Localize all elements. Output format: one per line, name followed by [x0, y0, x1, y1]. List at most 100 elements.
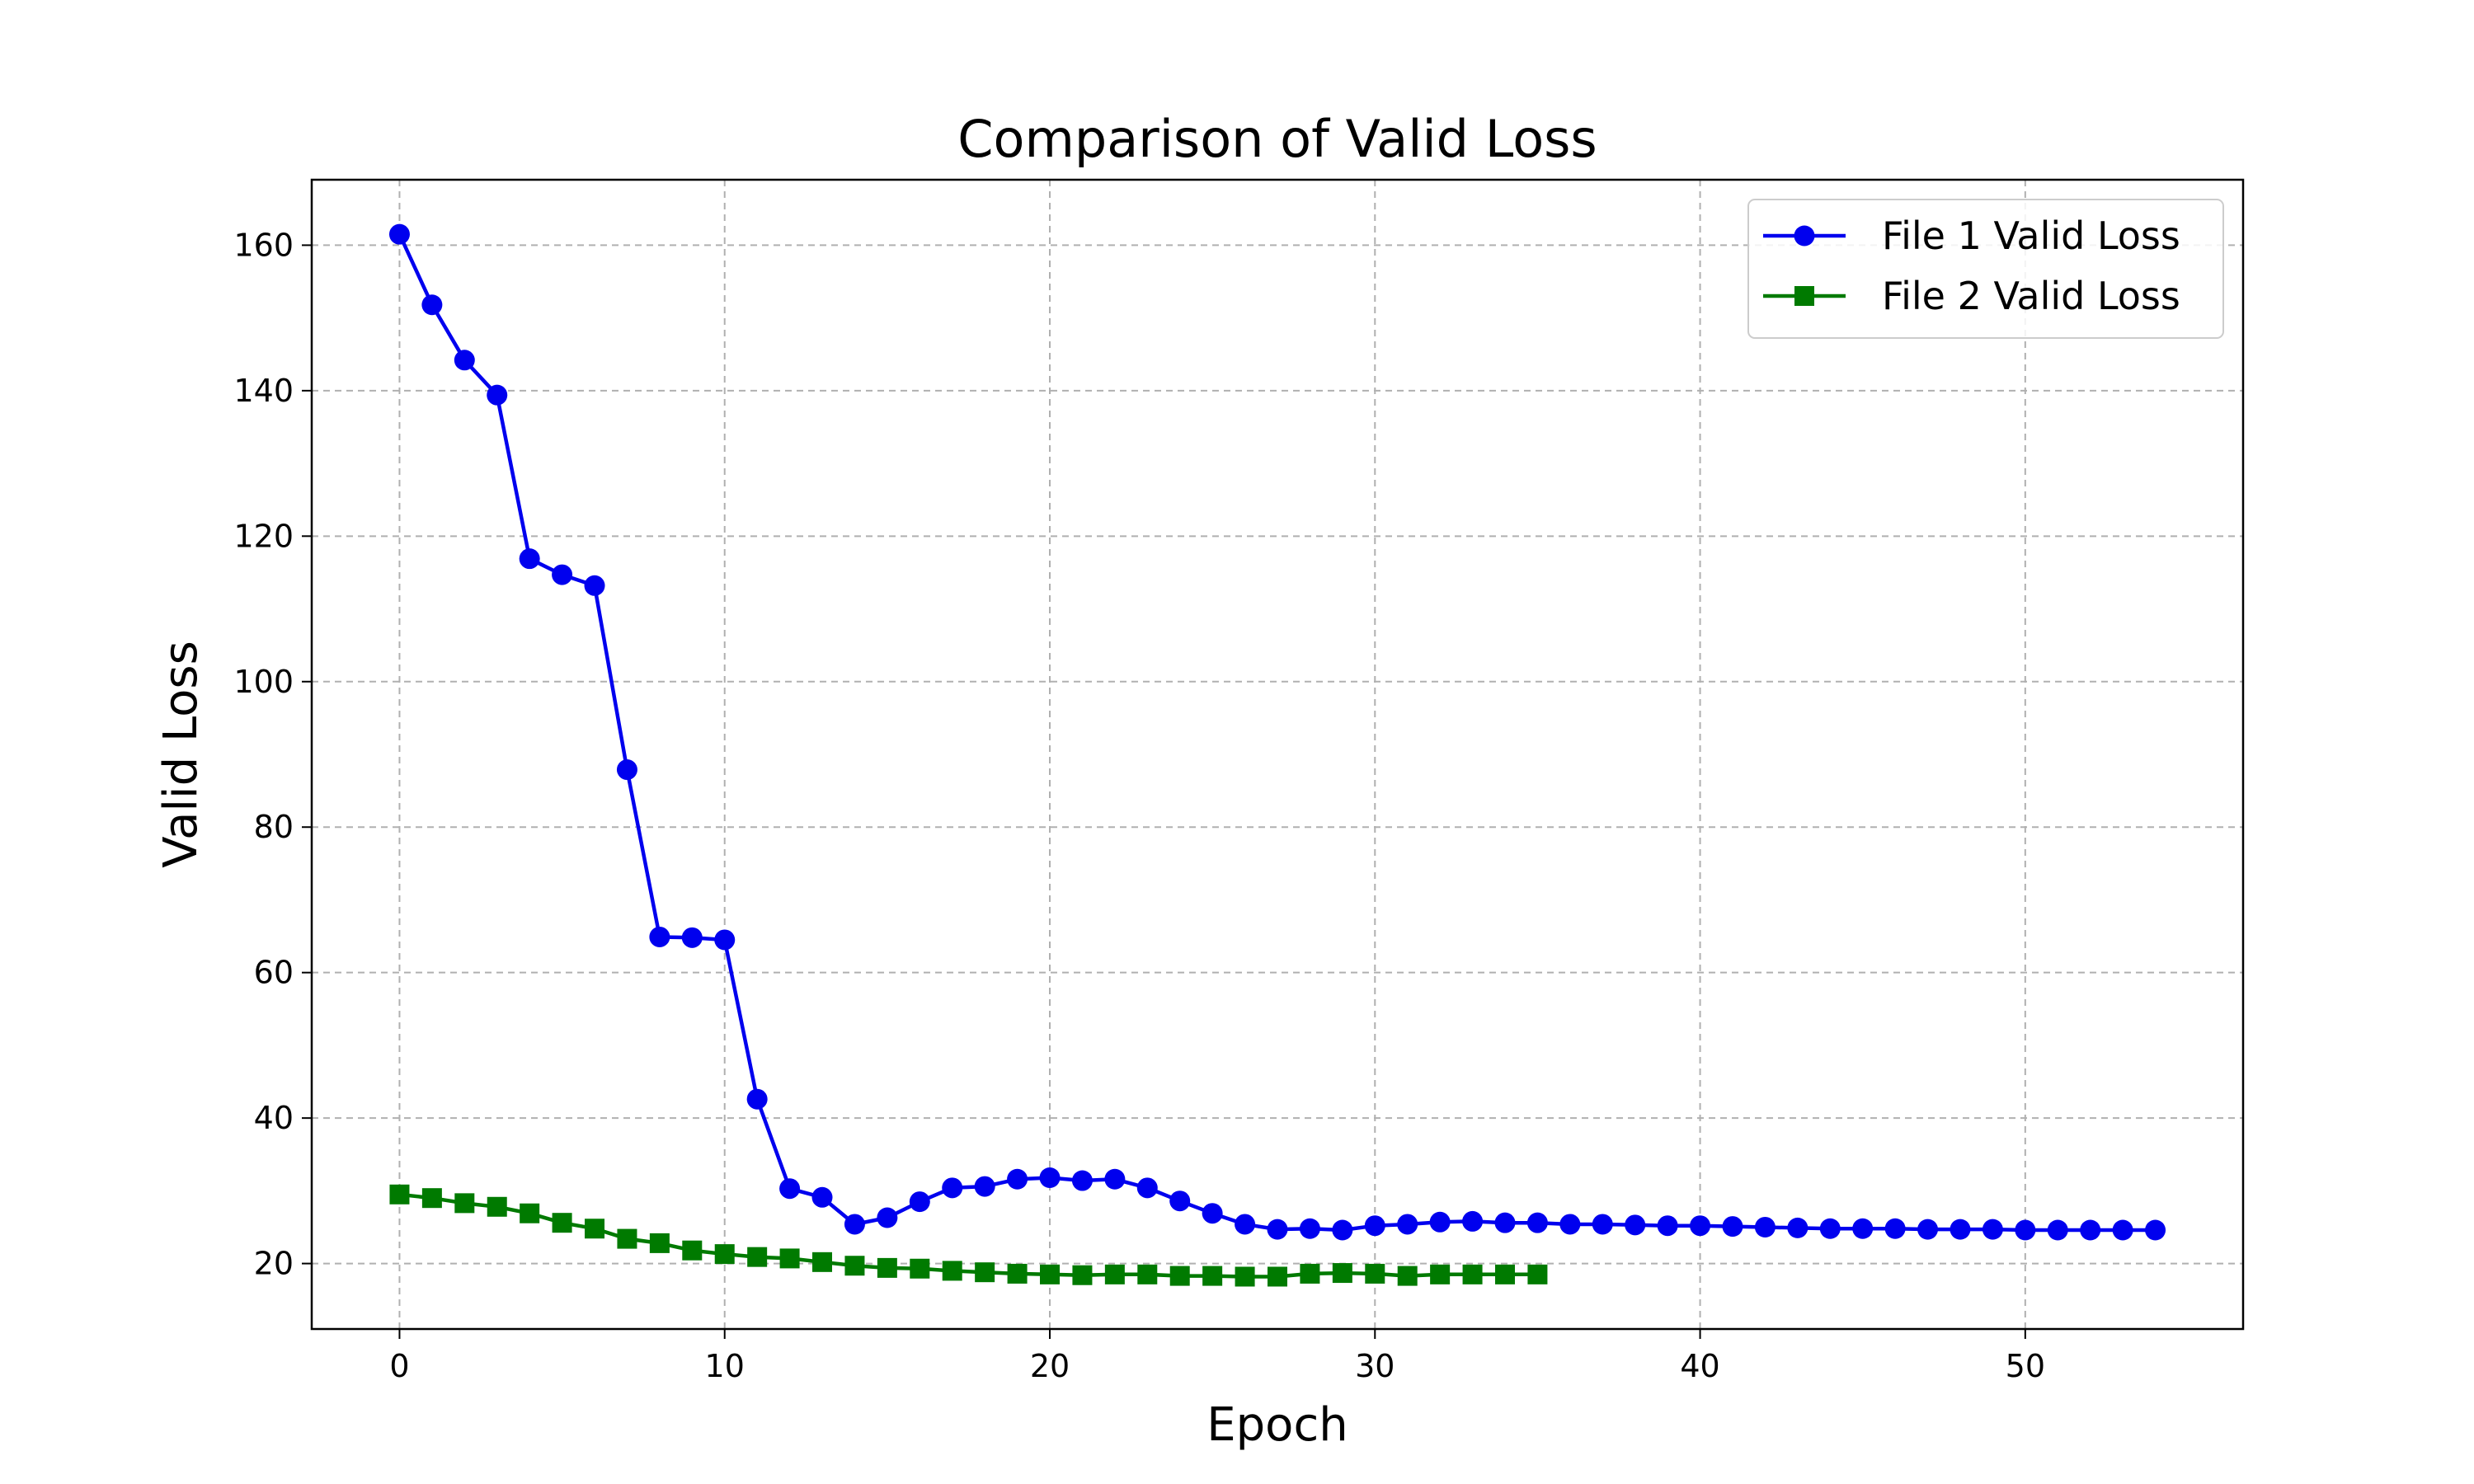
data-point [1559, 1214, 1581, 1235]
data-point [616, 759, 637, 781]
legend-entry: File 1 Valid Loss [1763, 214, 2180, 258]
grid [312, 180, 2243, 1329]
x-tick-label: 30 [1355, 1348, 1395, 1384]
data-point [812, 1252, 833, 1272]
data-point [1104, 1168, 1126, 1190]
data-point [779, 1178, 801, 1200]
data-point [520, 1203, 540, 1223]
data-point [2015, 1219, 2036, 1241]
legend-box [1747, 199, 2224, 339]
data-point [1040, 1264, 1061, 1284]
data-point [1202, 1203, 1223, 1224]
y-tick-label: 40 [254, 1100, 294, 1136]
data-point [1819, 1218, 1841, 1239]
data-point [877, 1257, 897, 1278]
data-point [746, 1088, 768, 1110]
data-point [877, 1207, 898, 1228]
data-point [1007, 1263, 1028, 1284]
data-point [1917, 1219, 1939, 1240]
data-point [1365, 1263, 1385, 1284]
data-point [1526, 1212, 1548, 1233]
data-point [1690, 1215, 1711, 1237]
data-point [811, 1186, 833, 1208]
y-tick-label: 100 [233, 664, 294, 700]
data-point [714, 1244, 735, 1265]
x-tick-label: 40 [1680, 1348, 1719, 1384]
data-point [942, 1261, 962, 1281]
data-point [1852, 1218, 1874, 1239]
y-tick-label: 20 [254, 1246, 294, 1282]
data-point [1462, 1264, 1483, 1284]
series-1 [388, 223, 2166, 1241]
ticks: 0 10 20 30 40 50 20 40 60 80 100 120 140 160 [233, 227, 2045, 1384]
data-point [1202, 1266, 1223, 1286]
data-point [552, 564, 573, 585]
data-point [1235, 1266, 1255, 1287]
data-point [1950, 1219, 1971, 1240]
data-point [584, 575, 605, 596]
data-point [1235, 1214, 1256, 1235]
data-point [649, 926, 670, 947]
legend-marker [1794, 225, 1815, 247]
data-point [617, 1228, 637, 1249]
data-point [1299, 1218, 1320, 1239]
data-point [1657, 1215, 1678, 1237]
y-tick-label: 60 [254, 955, 294, 991]
data-point [1267, 1219, 1288, 1240]
data-point [1462, 1210, 1484, 1232]
data-point [747, 1247, 768, 1267]
data-point [519, 548, 540, 570]
data-point [1884, 1218, 1906, 1239]
series-line [397, 233, 2156, 1233]
data-point [714, 929, 736, 951]
chart-title: Comparison of Valid Loss [957, 109, 1597, 169]
data-point [2145, 1219, 2166, 1241]
data-point [681, 927, 703, 948]
legend-entry: File 2 Valid Loss [1763, 274, 2180, 318]
x-tick-label: 50 [2006, 1348, 2045, 1384]
y-axis-label: Valid Loss [154, 641, 208, 868]
data-point [844, 1214, 865, 1235]
data-point [1722, 1216, 1743, 1237]
data-point [487, 1196, 507, 1217]
data-point [1364, 1215, 1385, 1237]
x-axis-label: Epoch [1206, 1398, 1348, 1452]
data-point [1104, 1264, 1125, 1284]
data-point [910, 1258, 930, 1279]
x-tick-label: 0 [389, 1348, 409, 1384]
data-point [1169, 1266, 1190, 1286]
data-point [389, 1184, 410, 1205]
data-point [2112, 1219, 2133, 1241]
legend: File 1 Valid Loss File 2 Valid Loss [1747, 199, 2224, 339]
data-point [552, 1213, 572, 1233]
y-tick-label: 140 [233, 373, 294, 409]
data-point [1397, 1266, 1418, 1286]
data-point [682, 1240, 703, 1261]
data-point [1268, 1266, 1287, 1287]
data-point [1625, 1214, 1646, 1236]
data-point [649, 1233, 670, 1253]
plot-area-frame [310, 178, 2245, 1331]
data-point [1787, 1217, 1808, 1238]
data-point [909, 1191, 930, 1213]
y-tick-label: 80 [254, 809, 294, 845]
data-point [975, 1262, 995, 1283]
y-tick-label: 120 [233, 518, 294, 554]
x-tick-label: 20 [1030, 1348, 1070, 1384]
y-tick-label: 160 [233, 227, 294, 263]
data-point [1754, 1216, 1776, 1237]
data-point [974, 1176, 995, 1197]
data-point [2080, 1219, 2101, 1241]
data-point [844, 1256, 865, 1276]
data-point [388, 223, 410, 245]
data-point [454, 350, 475, 371]
data-point [2047, 1219, 2068, 1241]
data-point [421, 1188, 442, 1209]
data-point [1169, 1190, 1191, 1212]
data-point [1332, 1219, 1353, 1241]
data-point [1592, 1214, 1613, 1235]
data-point [1007, 1168, 1028, 1190]
data-point [1071, 1170, 1093, 1191]
data-point [1136, 1177, 1158, 1199]
